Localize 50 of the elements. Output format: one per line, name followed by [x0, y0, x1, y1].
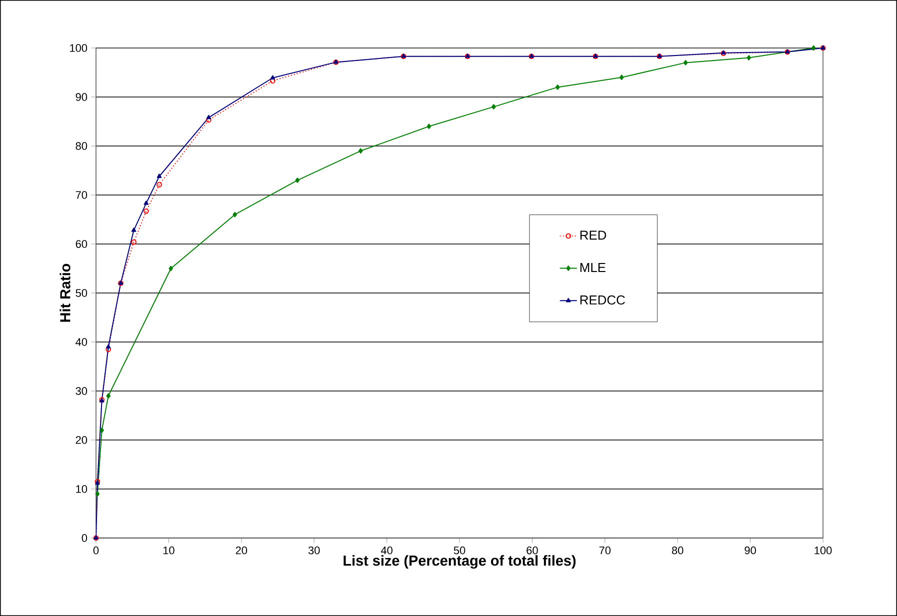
- point: [106, 344, 111, 348]
- point: [131, 228, 136, 232]
- x-tick-label: 100: [814, 546, 832, 554]
- x-tick-label: 60: [526, 546, 538, 554]
- point: [492, 104, 496, 110]
- point: [206, 114, 212, 120]
- point: [156, 174, 162, 178]
- x-tick-label: 50: [454, 546, 466, 554]
- x-tick-label: 0: [93, 546, 99, 554]
- x-tick-label: 10: [163, 546, 174, 554]
- x-tick-label: 90: [744, 546, 756, 554]
- point: [232, 212, 238, 218]
- point: [144, 200, 149, 205]
- y-tick-label: 60: [76, 240, 88, 248]
- legend-label: REDCC: [580, 295, 625, 305]
- point: [426, 124, 432, 130]
- point: [811, 45, 816, 51]
- point: [683, 60, 688, 66]
- legend-label: RED: [580, 230, 606, 240]
- y-tick-label: 20: [76, 436, 88, 444]
- y-tick-label: 80: [76, 142, 88, 150]
- point: [156, 182, 162, 188]
- point: [358, 148, 363, 154]
- point: [143, 208, 149, 214]
- y-tick-label: 0: [82, 534, 88, 542]
- y-tick-label: 100: [70, 44, 88, 52]
- x-axis-title: List size (Percentage of total files): [344, 555, 576, 569]
- point: [270, 75, 276, 80]
- point: [131, 239, 136, 245]
- x-tick-label: 40: [380, 546, 392, 554]
- x-tick-label: 20: [236, 546, 248, 554]
- y-tick-label: 70: [76, 191, 88, 199]
- point: [168, 266, 174, 272]
- legend-label: MLE: [580, 263, 606, 272]
- y-tick-label: 30: [76, 387, 88, 395]
- point: [619, 74, 624, 80]
- y-tick-label: 40: [76, 338, 88, 346]
- x-tick-label: 30: [308, 546, 320, 554]
- y-tick-label: 90: [76, 93, 88, 101]
- y-tick-label: 10: [76, 485, 88, 493]
- point: [556, 84, 560, 90]
- point: [100, 428, 104, 433]
- point: [295, 178, 300, 183]
- x-tick-label: 80: [672, 546, 684, 554]
- y-tick-label: 50: [76, 289, 88, 297]
- y-axis-title: Hit Ratio: [60, 264, 70, 322]
- x-tick-label: 70: [599, 546, 611, 554]
- point: [746, 55, 751, 60]
- point: [95, 491, 100, 497]
- point: [106, 393, 111, 399]
